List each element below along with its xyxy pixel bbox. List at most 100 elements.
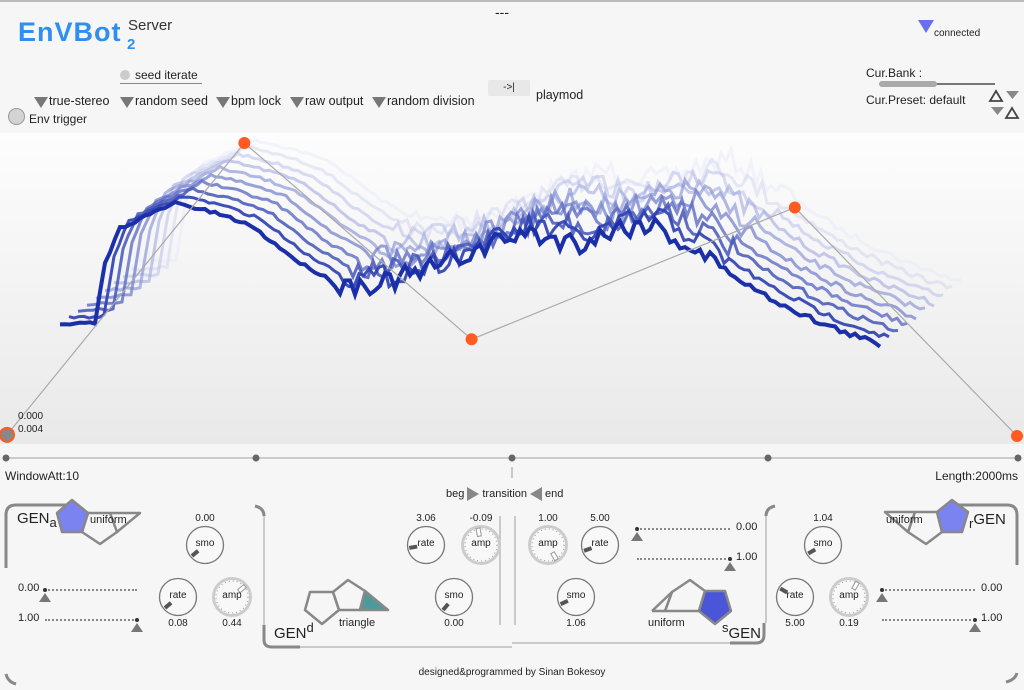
timeline-marker[interactable] bbox=[764, 454, 772, 462]
gen-s-amp-knob[interactable]: amp bbox=[528, 525, 568, 565]
timeline-marker[interactable] bbox=[252, 454, 260, 462]
gen-s-max-handle-icon[interactable] bbox=[724, 562, 736, 571]
random-seed-toggle[interactable]: random seed bbox=[120, 83, 208, 108]
envelope-editor[interactable]: 0.000 0.004 bbox=[0, 133, 1024, 444]
slider-point bbox=[43, 588, 47, 592]
knob-dial-icon bbox=[580, 525, 620, 565]
timeline-marker[interactable] bbox=[2, 454, 10, 462]
seed-iterate-toggle[interactable]: seed iterate bbox=[120, 68, 202, 84]
slider-point bbox=[635, 527, 639, 531]
gen-r-min-slider[interactable] bbox=[882, 589, 975, 591]
gen-a-min-handle-icon[interactable] bbox=[39, 593, 51, 602]
gen-s-min-handle-icon[interactable] bbox=[631, 532, 643, 541]
envelope-breakpoint[interactable] bbox=[788, 201, 801, 214]
knob-dial-icon bbox=[434, 577, 474, 617]
timeline[interactable] bbox=[0, 448, 1024, 478]
end-label: end bbox=[545, 488, 564, 500]
seed-iterate-label: seed iterate bbox=[135, 68, 198, 82]
waveform-trace bbox=[131, 145, 953, 290]
knob-label: smo bbox=[813, 538, 833, 549]
envelope-breakpoint[interactable] bbox=[465, 333, 478, 346]
knob-dial-icon bbox=[461, 525, 501, 565]
playmod-button[interactable]: ->| bbox=[488, 80, 530, 96]
gen-a-rate-knob[interactable]: rate bbox=[158, 577, 198, 617]
bank-up-icon[interactable] bbox=[1004, 106, 1020, 119]
connected-triangle-icon bbox=[918, 20, 934, 33]
gen-d-rate-knob[interactable]: rate bbox=[406, 525, 446, 565]
bank-slider[interactable] bbox=[879, 81, 995, 87]
gen-r-max-slider[interactable] bbox=[882, 619, 975, 621]
gen-a-min-slider[interactable] bbox=[45, 589, 137, 591]
connection-status[interactable]: connected bbox=[918, 20, 980, 39]
gen-s-rate-knob[interactable]: rate bbox=[580, 525, 620, 565]
knob-dial-icon bbox=[185, 525, 225, 565]
app-title-sup: Server bbox=[128, 17, 173, 34]
knob-label: amp bbox=[538, 538, 558, 549]
gen-a-shape-icon bbox=[55, 498, 142, 546]
gen-r-rate-knob[interactable]: rate bbox=[775, 577, 815, 617]
readout-1: 0.000 bbox=[18, 411, 44, 422]
gen-d-smo-value: 0.00 bbox=[444, 618, 464, 629]
gen-s-amp-value: 1.00 bbox=[538, 513, 558, 524]
timeline-marker[interactable] bbox=[1014, 454, 1022, 462]
gen-a-amp-knob[interactable]: amp bbox=[212, 577, 252, 617]
gen-a-max-handle-icon[interactable] bbox=[131, 623, 143, 632]
gen-s-min-slider[interactable] bbox=[637, 528, 730, 530]
app-title: EnVBot bbox=[18, 17, 122, 47]
gen-s-label: sGEN bbox=[722, 620, 762, 642]
transition-control: beg transition end bbox=[446, 487, 563, 501]
window-att-label: WindowAtt:10 bbox=[5, 469, 80, 483]
slider-point bbox=[135, 618, 139, 622]
knob-label: rate bbox=[417, 538, 435, 549]
gen-s-max-slider[interactable] bbox=[637, 558, 730, 560]
preset-label: Cur.Preset: bbox=[866, 93, 927, 107]
knob-dial-icon bbox=[829, 577, 869, 617]
gen-r-max-handle-icon[interactable] bbox=[969, 623, 981, 632]
gen-s-smo-knob[interactable]: smo bbox=[556, 577, 596, 617]
knob-label: smo bbox=[444, 590, 464, 601]
gen-s-distribution[interactable]: uniform bbox=[648, 617, 685, 629]
raw-output-toggle[interactable]: raw output bbox=[290, 83, 363, 108]
gen-r-rate-value: 5.00 bbox=[785, 618, 805, 629]
window-top-border bbox=[0, 0, 1024, 2]
gen-r-label: rGEN bbox=[969, 511, 1006, 531]
beg-arrow-icon[interactable] bbox=[467, 487, 480, 501]
preset-display: Cur.Preset: default bbox=[866, 93, 965, 107]
credit-text: designed&programmed by Sinan Bokesoy bbox=[418, 667, 606, 678]
knob-dial-icon bbox=[775, 577, 815, 617]
gen-s-min-value: 0.00 bbox=[736, 521, 758, 533]
preset-up-icon[interactable] bbox=[988, 89, 1004, 102]
knob-label: amp bbox=[222, 590, 242, 601]
random-division-toggle[interactable]: random division bbox=[372, 83, 475, 108]
envelope-breakpoint[interactable] bbox=[1011, 430, 1023, 442]
timeline-marker[interactable] bbox=[508, 454, 516, 462]
waveform-trace bbox=[140, 138, 962, 282]
gen-d-label: GENd bbox=[274, 620, 314, 642]
gen-a-distribution[interactable]: uniform bbox=[90, 514, 127, 526]
gen-s-smo-value: 1.06 bbox=[566, 618, 586, 629]
gen-a-max-slider[interactable] bbox=[45, 619, 137, 621]
bpm-lock-toggle[interactable]: bpm lock bbox=[216, 83, 281, 108]
env-trigger-button[interactable]: Env trigger bbox=[8, 106, 87, 126]
gen-r-amp-knob[interactable]: amp bbox=[829, 577, 869, 617]
gen-r-min-handle-icon[interactable] bbox=[876, 593, 888, 602]
gen-d-distribution[interactable]: triangle bbox=[339, 617, 376, 629]
gen-r-smo-knob[interactable]: smo bbox=[803, 525, 843, 565]
envelope-canvas[interactable] bbox=[0, 133, 1024, 444]
triangle-toggle-icon bbox=[34, 97, 48, 108]
waveform-trace bbox=[59, 199, 882, 349]
gen-a-min-value: 0.00 bbox=[18, 582, 40, 594]
knob-label: smo bbox=[566, 590, 586, 601]
gen-a-smo-knob[interactable]: smo bbox=[185, 525, 225, 565]
gen-r-distribution[interactable]: uniform bbox=[886, 514, 923, 526]
gen-d-smo-knob[interactable]: smo bbox=[434, 577, 474, 617]
gen-a-smo-value: 0.00 bbox=[195, 513, 215, 524]
envelope-breakpoint[interactable] bbox=[0, 426, 15, 443]
preset-down-icon[interactable] bbox=[991, 107, 1004, 115]
bank-down-icon[interactable] bbox=[1006, 91, 1019, 99]
true-stereo-toggle[interactable]: true-stereo bbox=[34, 83, 109, 108]
bank-slider-handle[interactable] bbox=[879, 81, 937, 87]
envelope-breakpoint[interactable] bbox=[238, 137, 251, 149]
gen-d-amp-knob[interactable]: amp bbox=[461, 525, 501, 565]
end-arrow-icon[interactable] bbox=[530, 487, 542, 501]
